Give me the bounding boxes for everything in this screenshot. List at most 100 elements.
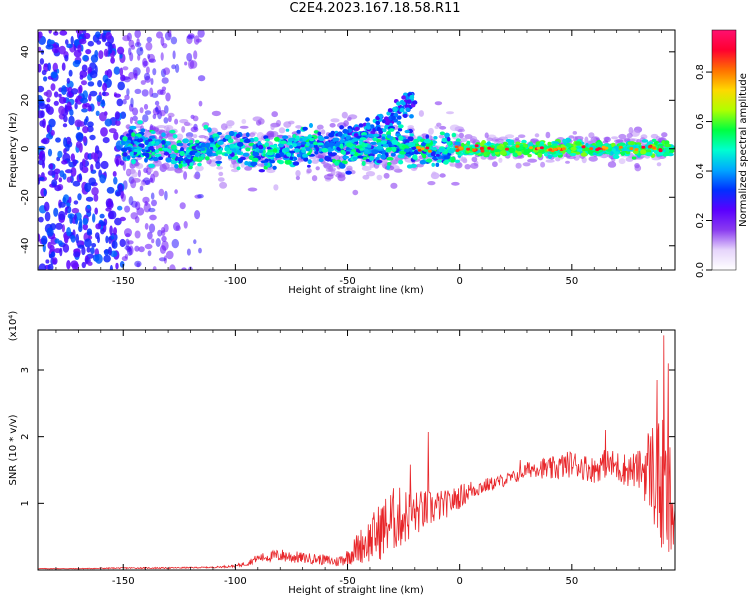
heatmap-cell xyxy=(170,144,177,150)
heatmap-cell xyxy=(484,132,489,139)
snr-axes: -150 -100 -50 0 50 1 2 3 xyxy=(20,330,675,587)
heatmap-cell xyxy=(141,89,149,97)
heatmap-cell xyxy=(205,142,211,148)
heatmap-cell xyxy=(58,201,66,208)
snr-panel: -150 -100 -50 0 50 1 2 3 Height of straight lin… xyxy=(8,311,676,596)
heatmap-cell xyxy=(245,132,250,138)
heatmap-cell xyxy=(144,146,149,151)
heatmap-cell xyxy=(79,161,84,171)
heatmap-cell xyxy=(134,88,142,94)
heatmap-cell xyxy=(63,115,68,123)
heatmap-cell xyxy=(376,174,383,181)
heatmap-cell xyxy=(252,144,257,150)
heatmap-cell xyxy=(566,155,576,160)
heatmap-cell xyxy=(444,132,450,138)
heatmap-cell xyxy=(148,58,156,63)
heatmap-cell xyxy=(51,179,58,187)
heatmap-cell xyxy=(669,149,673,153)
heatmap-cell xyxy=(412,154,418,160)
heatmap-cell xyxy=(258,169,265,173)
heatmap-cell xyxy=(545,159,555,163)
heatmap-cell xyxy=(87,40,95,47)
heatmap-cell xyxy=(427,149,432,153)
heatmap-cell xyxy=(227,138,234,144)
heatmap-cell xyxy=(366,125,371,130)
heatmap-cell xyxy=(618,133,627,140)
heatmap-cell xyxy=(548,148,553,152)
heatmap-cell xyxy=(458,146,463,150)
heatmap-cell xyxy=(145,152,150,159)
heatmap-cell xyxy=(309,137,315,142)
heatmap-cell xyxy=(211,153,217,157)
heatmap-cell xyxy=(65,136,72,145)
heatmap-cell xyxy=(529,146,533,150)
heatmap-cell xyxy=(545,131,551,139)
heatmap-cell xyxy=(569,152,577,157)
heatmap-cell xyxy=(158,188,165,197)
heatmap-cell xyxy=(83,32,91,40)
heatmap-cell xyxy=(277,159,281,163)
heatmap-cell xyxy=(409,94,415,100)
heatmap-cell xyxy=(343,120,349,127)
heatmap-cell xyxy=(342,155,350,159)
heatmap-cell xyxy=(84,182,92,193)
heatmap-cell xyxy=(163,223,169,233)
heatmap-cell xyxy=(106,69,113,78)
heatmap-cell xyxy=(279,140,287,145)
heatmap-cell xyxy=(88,177,96,186)
heatmap-cell xyxy=(236,166,241,171)
heatmap-cell xyxy=(76,141,82,149)
heatmap-cell xyxy=(117,183,124,192)
heatmap-cell xyxy=(236,149,242,155)
heatmap-cell xyxy=(553,147,558,151)
spectrogram-frame xyxy=(37,29,676,271)
heatmap-cell xyxy=(626,133,633,139)
heatmap-cell xyxy=(372,133,380,137)
heatmap-cell xyxy=(398,159,404,165)
heatmap-cell xyxy=(101,35,107,43)
heatmap-cell xyxy=(171,238,179,249)
heatmap-cell xyxy=(174,163,179,169)
heatmap-cell xyxy=(339,143,344,148)
heatmap-cell xyxy=(42,137,50,145)
heatmap-cell xyxy=(175,63,180,73)
heatmap-cell xyxy=(213,136,218,142)
heatmap-cell xyxy=(54,185,62,192)
heatmap-cell xyxy=(183,171,188,180)
heatmap-cell xyxy=(270,123,275,131)
heatmap-cell xyxy=(65,39,69,45)
heatmap-cell xyxy=(283,121,292,128)
heatmap-cell xyxy=(358,123,364,128)
heatmap-cell xyxy=(128,39,135,48)
heatmap-cell xyxy=(81,108,88,113)
heatmap-cell xyxy=(327,142,335,147)
snr-series-line xyxy=(38,335,675,570)
heatmap-cell xyxy=(96,40,102,45)
heatmap-cell xyxy=(245,147,251,152)
heatmap-cell xyxy=(110,250,118,258)
heatmap-cell xyxy=(163,144,168,148)
heatmap-cell xyxy=(86,204,91,209)
heatmap-cell xyxy=(305,147,311,152)
heatmap-cell xyxy=(349,151,355,155)
heatmap-cell xyxy=(142,60,149,67)
heatmap-cell xyxy=(77,193,82,201)
heatmap-cell xyxy=(145,41,153,51)
heatmap-cell xyxy=(331,152,337,156)
heatmap-cell xyxy=(179,202,186,210)
heatmap-cell xyxy=(293,148,300,153)
heatmap-cell xyxy=(148,207,156,213)
heatmap-cell xyxy=(117,205,123,211)
heatmap-cell xyxy=(113,176,118,185)
heatmap-cell xyxy=(220,123,228,131)
heatmap-cell xyxy=(126,155,131,160)
heatmap-cell xyxy=(138,138,144,143)
heatmap-cell xyxy=(486,141,491,146)
heatmap-cell xyxy=(589,147,594,151)
heatmap-cell xyxy=(431,171,437,176)
colorbar-tick-label: 0.0 xyxy=(695,262,706,278)
heatmap-cell xyxy=(217,177,225,182)
heatmap-cell xyxy=(38,233,41,242)
y-tick-label: 20 xyxy=(20,94,31,107)
heatmap-cell xyxy=(146,36,152,43)
